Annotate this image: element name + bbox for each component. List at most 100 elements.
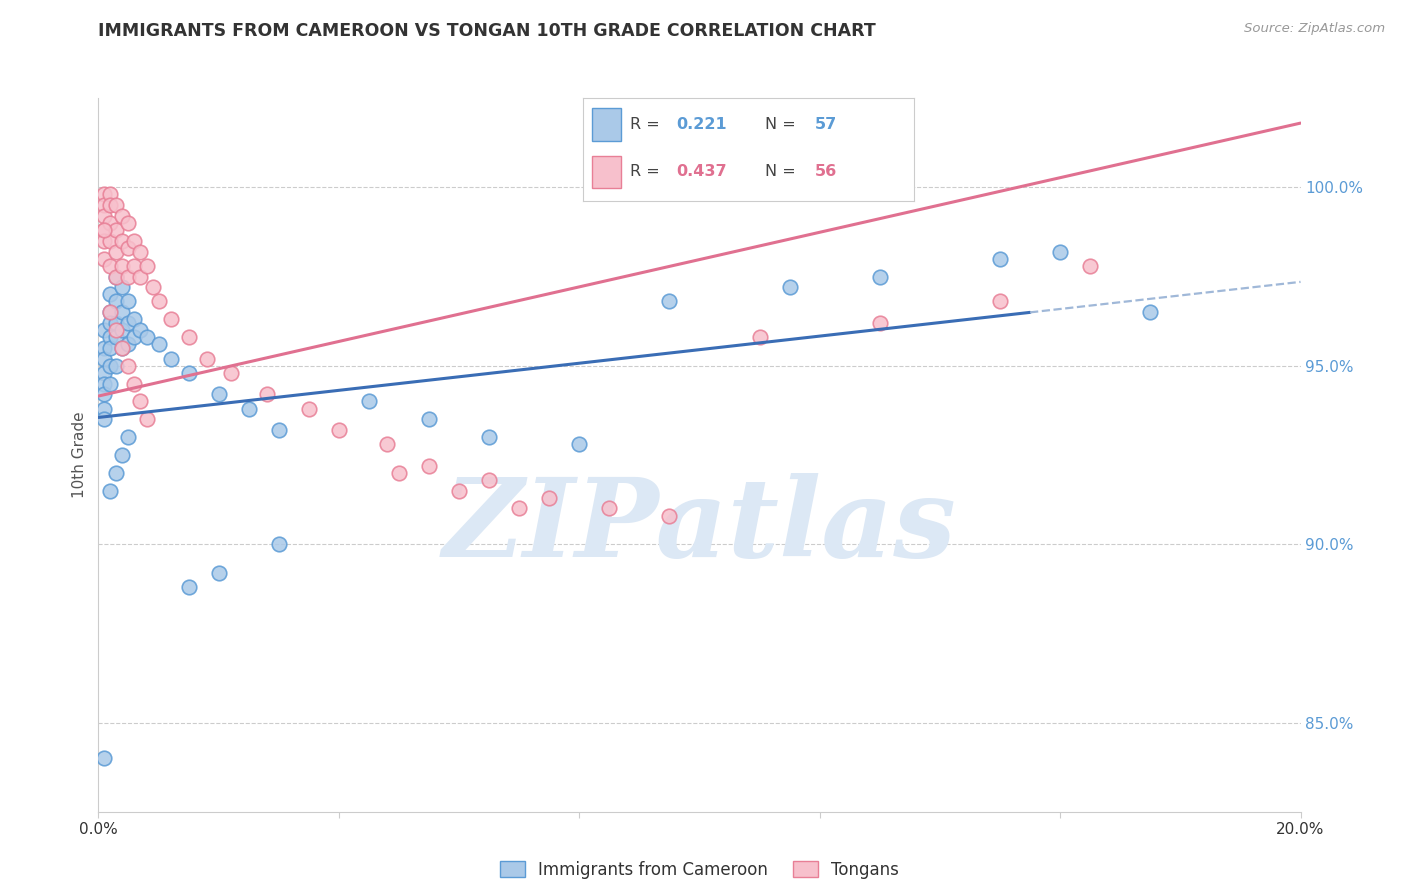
Point <box>869 269 891 284</box>
Point <box>111 341 134 355</box>
Point <box>177 580 200 594</box>
Text: 0.221: 0.221 <box>676 117 727 132</box>
Point <box>100 287 122 301</box>
Point <box>267 423 290 437</box>
Text: 0.437: 0.437 <box>676 164 727 179</box>
Point <box>357 394 380 409</box>
Point <box>148 337 170 351</box>
Point <box>105 244 128 259</box>
Point <box>135 330 157 344</box>
Point <box>418 412 440 426</box>
Text: R =: R = <box>630 164 659 179</box>
Point <box>195 351 218 366</box>
Point <box>148 294 170 309</box>
Point <box>105 198 128 212</box>
Point <box>100 259 122 273</box>
Point <box>111 234 134 248</box>
Point <box>111 341 134 355</box>
Point <box>117 294 139 309</box>
Point <box>117 216 139 230</box>
Legend: Immigrants from Cameroon, Tongans: Immigrants from Cameroon, Tongans <box>494 855 905 886</box>
Point <box>135 259 157 273</box>
Point <box>447 483 470 498</box>
Point <box>1049 244 1071 259</box>
Bar <box>592 108 621 141</box>
Point <box>177 366 200 380</box>
Point <box>111 448 134 462</box>
Point <box>93 234 115 248</box>
Point <box>238 401 260 416</box>
Point <box>598 501 620 516</box>
Point <box>93 252 115 266</box>
Point <box>208 566 231 580</box>
Point <box>117 316 139 330</box>
Point <box>100 376 122 391</box>
Point <box>779 280 801 294</box>
Point <box>124 259 146 273</box>
Point <box>100 198 122 212</box>
Point <box>111 259 134 273</box>
Point <box>988 294 1011 309</box>
Point <box>105 223 128 237</box>
Text: Source: ZipAtlas.com: Source: ZipAtlas.com <box>1244 22 1385 36</box>
Point <box>177 330 200 344</box>
Point <box>105 466 128 480</box>
Point <box>208 387 231 401</box>
Point <box>100 187 122 202</box>
Point <box>105 294 128 309</box>
Point <box>124 376 146 391</box>
Y-axis label: 10th Grade: 10th Grade <box>72 411 87 499</box>
Text: IMMIGRANTS FROM CAMEROON VS TONGAN 10TH GRADE CORRELATION CHART: IMMIGRANTS FROM CAMEROON VS TONGAN 10TH … <box>98 22 876 40</box>
Text: ZIPatlas: ZIPatlas <box>443 473 956 580</box>
Point <box>93 187 115 202</box>
Point <box>124 312 146 326</box>
Point <box>658 294 681 309</box>
Point <box>328 423 350 437</box>
Point <box>100 305 122 319</box>
Point <box>111 323 134 337</box>
Point <box>105 330 128 344</box>
Point <box>100 305 122 319</box>
Point <box>105 269 128 284</box>
Point <box>478 473 501 487</box>
Text: 57: 57 <box>815 117 837 132</box>
Point <box>256 387 278 401</box>
Point <box>100 341 122 355</box>
Point <box>100 316 122 330</box>
Point <box>100 330 122 344</box>
Point <box>105 359 128 373</box>
Point <box>105 269 128 284</box>
Point <box>375 437 398 451</box>
Point <box>135 412 157 426</box>
Point <box>869 316 891 330</box>
Bar <box>592 155 621 188</box>
Point <box>298 401 321 416</box>
Text: R =: R = <box>630 117 659 132</box>
Point <box>93 198 115 212</box>
Point <box>508 501 530 516</box>
Point <box>418 458 440 473</box>
Point <box>124 234 146 248</box>
Point <box>159 351 181 366</box>
Point <box>117 359 139 373</box>
Point <box>124 330 146 344</box>
Point <box>219 366 242 380</box>
Point <box>100 234 122 248</box>
Point <box>111 209 134 223</box>
Point <box>568 437 591 451</box>
Point <box>93 412 115 426</box>
Point <box>129 323 152 337</box>
Point <box>117 430 139 444</box>
Point <box>129 394 152 409</box>
Point <box>93 401 115 416</box>
Point <box>478 430 501 444</box>
Point <box>105 323 128 337</box>
Point <box>988 252 1011 266</box>
Point <box>105 316 128 330</box>
Point <box>267 537 290 551</box>
Point <box>93 366 115 380</box>
Point <box>117 269 139 284</box>
Point <box>93 323 115 337</box>
Point <box>1139 305 1161 319</box>
Point <box>93 751 115 765</box>
